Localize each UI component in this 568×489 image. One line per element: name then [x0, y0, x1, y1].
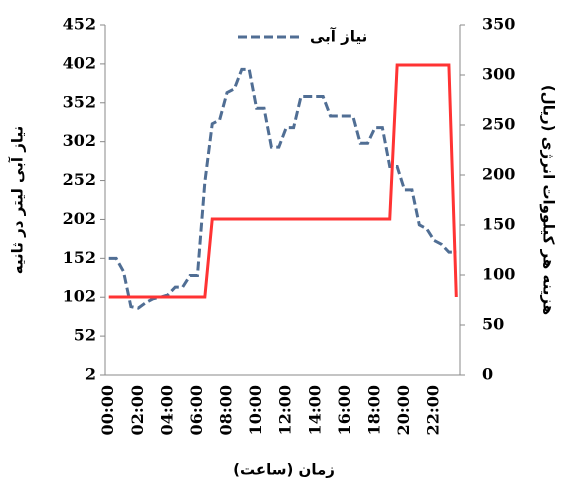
- y-tick-label: 452: [63, 15, 96, 34]
- x-tick-label: 22:00: [424, 385, 443, 435]
- y-tick-label: 252: [63, 170, 96, 189]
- y-axis-label: نیاز آبی لیتر در ثانیه: [9, 126, 27, 275]
- y-tick-label: 2: [85, 365, 96, 384]
- y2-tick-label: 150: [482, 215, 515, 234]
- x-tick-label: 20:00: [394, 385, 413, 435]
- y-tick-label: 52: [74, 326, 96, 345]
- y2-tick-label: 350: [482, 15, 515, 34]
- y2-axis-label: هزینه هر کیلووات انرژی (ریال): [540, 85, 558, 315]
- y-tick-label: 352: [63, 92, 96, 111]
- y2-tick-label: 100: [482, 265, 515, 284]
- y-tick-label: 202: [63, 209, 96, 228]
- y2-tick-label: 200: [482, 165, 515, 184]
- x-tick-label: 16:00: [335, 385, 354, 435]
- series-line: [108, 67, 457, 310]
- x-tick-label: 12:00: [276, 385, 295, 435]
- x-tick-label: 04:00: [157, 385, 176, 435]
- x-tick-label: 00:00: [98, 385, 117, 435]
- y2-tick-label: 50: [482, 315, 504, 334]
- x-tick-label: 10:00: [246, 385, 265, 435]
- series-line: [108, 63, 458, 299]
- x-axis-label: زمان (ساعت): [233, 461, 335, 479]
- y2-tick-label: 250: [482, 115, 515, 134]
- y-tick-label: 402: [63, 53, 96, 72]
- legend-label: نیاز آبی: [310, 28, 367, 46]
- y2-tick-label: 300: [482, 65, 515, 84]
- x-tick-label: 02:00: [128, 385, 147, 435]
- y2-tick-label: 0: [482, 365, 493, 384]
- x-tick-label: 14:00: [305, 385, 324, 435]
- x-tick-label: 06:00: [187, 385, 206, 435]
- x-tick-label: 08:00: [217, 385, 236, 435]
- y-tick-label: 102: [63, 287, 96, 306]
- y-tick-label: 302: [63, 131, 96, 150]
- x-tick-label: 18:00: [364, 385, 383, 435]
- y-tick-label: 152: [63, 248, 96, 267]
